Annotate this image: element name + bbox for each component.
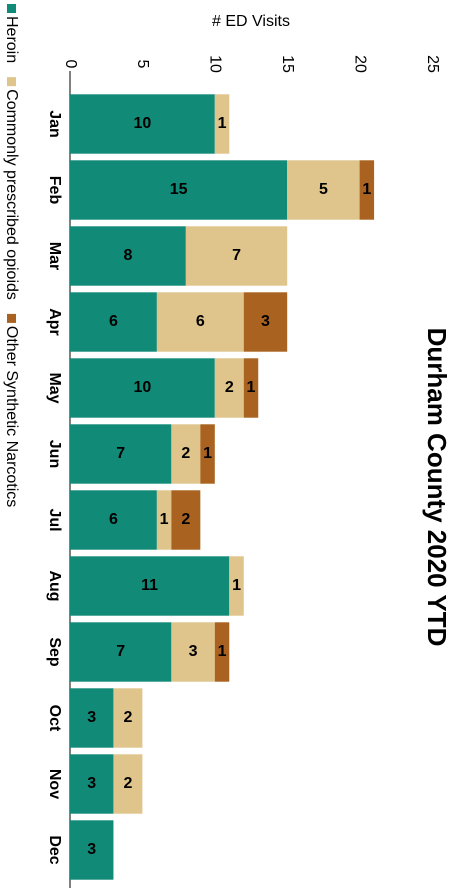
data-label: 8: [123, 247, 132, 264]
data-label: 1: [218, 115, 227, 132]
data-label: 6: [196, 313, 205, 330]
data-label: 2: [123, 775, 132, 792]
x-tick-label: Oct: [46, 705, 63, 732]
data-label: 2: [181, 445, 190, 462]
data-label: 7: [116, 445, 125, 462]
data-label: 3: [87, 841, 96, 858]
chart-title: Durham County 2020 YTD: [422, 328, 451, 647]
data-label: 3: [87, 775, 96, 792]
bar-segment: [69, 622, 172, 682]
bar-segment: [229, 556, 244, 616]
bar-segment: [70, 688, 114, 748]
x-tick-label: Aug: [46, 570, 63, 601]
bar-segment: [69, 424, 172, 484]
data-label: 1: [218, 643, 227, 660]
bar-segment: [243, 292, 288, 352]
bar-segment: [70, 556, 230, 616]
legend-swatch: [7, 313, 16, 323]
data-label: 1: [362, 181, 371, 198]
data-label: 1: [232, 577, 241, 594]
legend-label: Other Synthetic Narcotics: [3, 326, 20, 507]
data-label: 1: [247, 379, 256, 396]
bar-segment: [70, 490, 157, 550]
data-label: 5: [319, 181, 328, 198]
x-tick-label: Jan: [46, 110, 63, 138]
data-label: 6: [109, 313, 118, 330]
data-label: 2: [123, 709, 132, 726]
bar-segment: [70, 358, 215, 418]
y-axis-label: # ED Visits: [212, 13, 290, 30]
legend-label: Commonly prescribed opioids: [3, 89, 20, 300]
bar-segment: [70, 160, 288, 220]
x-tick-label: Jul: [46, 508, 63, 531]
bar-segment: [156, 292, 244, 352]
x-tick-label: May: [46, 372, 63, 403]
legend-swatch: [7, 4, 16, 13]
y-tick-label: 25: [424, 55, 441, 73]
legend-label: Heroin: [3, 16, 20, 63]
bar-segment: [70, 292, 157, 352]
data-label: 15: [170, 181, 188, 198]
bar-segment: [214, 622, 230, 682]
bar-segment: [200, 424, 215, 484]
x-tick-label: Mar: [46, 242, 63, 270]
x-tick-label: Dec: [46, 835, 63, 864]
bar-segment: [156, 490, 172, 550]
data-label: 10: [134, 115, 152, 132]
bar-segment: [243, 358, 259, 418]
bar-segment: [70, 754, 114, 814]
bar-segment: [70, 226, 186, 286]
bar-segment: [214, 94, 230, 154]
x-tick-label: Jun: [46, 440, 63, 468]
data-label: 10: [134, 379, 152, 396]
data-label: 2: [225, 379, 234, 396]
x-tick-label: Sep: [46, 637, 63, 667]
y-tick-label: 5: [134, 60, 151, 69]
data-label: 1: [203, 445, 212, 462]
data-label: 11: [141, 577, 158, 594]
chart-frame: Durham County 2020 YTD # ED Visits 0 5 10 1…: [3, 4, 451, 888]
x-tick-label: Nov: [46, 769, 63, 799]
data-label: 3: [87, 709, 96, 726]
x-tick-label: Apr: [46, 308, 63, 336]
bar-segment: [171, 490, 201, 550]
bar-segment: [171, 622, 215, 682]
y-tick-label: 0: [62, 60, 79, 69]
data-label: 2: [181, 511, 190, 528]
x-tick-label: Feb: [46, 176, 63, 205]
bar-segment: [70, 94, 215, 154]
bar-segment: [287, 160, 360, 220]
y-tick-label: 10: [207, 55, 224, 73]
data-label: 7: [116, 643, 125, 660]
bar-segment: [171, 424, 201, 484]
legend-swatch: [7, 77, 16, 87]
data-label: 6: [109, 511, 118, 528]
bar-segment: [359, 160, 375, 220]
bar-segment: [113, 754, 143, 814]
data-label: 7: [232, 247, 241, 264]
bar-segment: [185, 226, 288, 286]
data-label: 3: [261, 313, 270, 330]
bar-segment: [214, 358, 244, 418]
y-tick-label: 20: [351, 55, 368, 73]
bar-segment: [113, 688, 143, 748]
data-label: 3: [189, 643, 198, 660]
data-label: 1: [160, 511, 169, 528]
bar-segment: [70, 820, 114, 880]
y-tick-label: 15: [279, 55, 296, 73]
